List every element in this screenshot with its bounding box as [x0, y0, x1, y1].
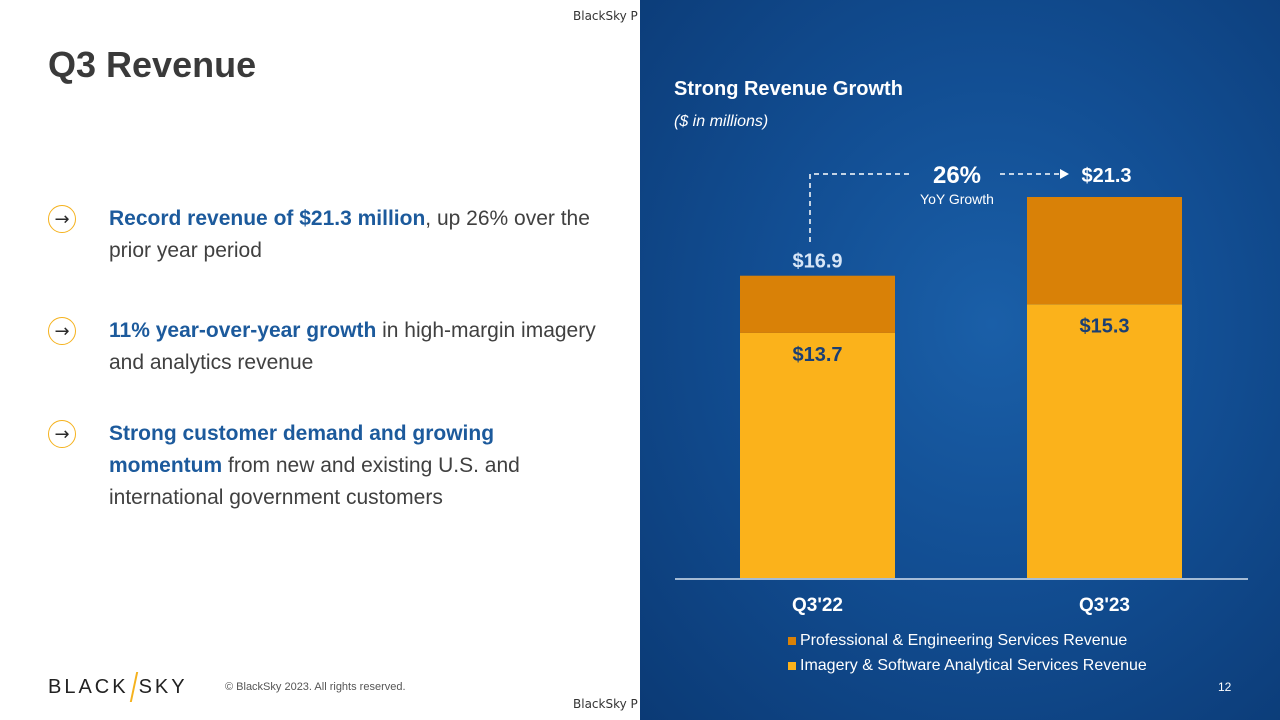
copyright: © BlackSky 2023. All rights reserved. — [225, 681, 406, 693]
arrow-right-icon: → — [48, 317, 76, 345]
watermark-top: BlackSky P — [573, 9, 638, 23]
legend-label-professional: Professional & Engineering Services Reve… — [800, 631, 1128, 649]
legend-swatch-imagery — [788, 661, 796, 670]
bullet-text: 11% year-over-year growth in high-margin… — [109, 315, 608, 379]
growth-connector-left — [809, 173, 912, 242]
bullet-highlight: 11% year-over-year growth — [109, 319, 377, 342]
legend-label-imagery: Imagery & Software Analytical Services R… — [800, 656, 1147, 674]
bullet-record-revenue: → Record revenue of $21.3 million, up 26… — [48, 203, 608, 267]
data-label-imagery-0: $13.7 — [792, 344, 842, 366]
growth-value: 26% — [933, 162, 981, 189]
bullet-text: Strong customer demand and growing momen… — [109, 418, 548, 514]
x-tick-label-1: Q3'23 — [1079, 595, 1130, 616]
page-title: Q3 Revenue — [48, 44, 257, 85]
bullet-highlight: Record revenue of $21.3 million — [109, 207, 426, 230]
page-number: 12 — [1218, 680, 1232, 694]
chart-legend: Professional & Engineering Services Reve… — [788, 628, 1147, 678]
chart-subtitle: ($ in millions) — [674, 113, 769, 130]
total-label-1: $21.3 — [1081, 165, 1131, 187]
legend-swatch-professional — [788, 636, 796, 645]
text-panel: BlackSky P Q3 Revenue → Record revenue o… — [48, 9, 638, 711]
bar-professional-0 — [740, 275, 895, 333]
logo-word-black: BLACK — [48, 675, 129, 698]
blacksky-logo: BLACK SKY — [48, 672, 188, 702]
arrow-right-icon: → — [48, 205, 76, 233]
total-label-0: $16.9 — [792, 251, 842, 273]
arrow-right-icon: → — [48, 420, 76, 448]
bar-imagery-0 — [740, 332, 895, 578]
watermark-bottom: BlackSky P — [573, 697, 638, 711]
bullet-body: in high-margin imagery and analytics rev… — [109, 319, 596, 374]
legend-item-imagery: Imagery & Software Analytical Services R… — [788, 653, 1147, 678]
bar-professional-1 — [1027, 197, 1182, 305]
bullet-body: , up 26% over the prior year period — [109, 207, 590, 262]
revenue-chart: $13.7 Q3'22 $15.3 Q3'23 $16.9 $21.3 26% YoY Gro… — [675, 162, 1248, 616]
bullet-customer-demand: → Strong customer demand and growing mom… — [48, 418, 548, 514]
growth-label: YoY Growth — [920, 191, 994, 207]
legend-item-professional: Professional & Engineering Services Reve… — [788, 628, 1147, 653]
growth-arrowhead — [1060, 169, 1069, 179]
logo-word-sky: SKY — [138, 675, 188, 698]
data-label-imagery-1: $15.3 — [1079, 315, 1129, 337]
bullet-text: Record revenue of $21.3 million, up 26% … — [109, 203, 608, 267]
chart-title: Strong Revenue Growth — [674, 78, 903, 100]
bar-imagery-1 — [1027, 304, 1182, 578]
bullet-yoy-growth: → 11% year-over-year growth in high-marg… — [48, 315, 608, 379]
x-tick-label-0: Q3'22 — [792, 595, 843, 616]
logo-separator — [129, 672, 138, 702]
bullet-body: from new and existing U.S. and internati… — [109, 454, 520, 509]
chart-panel: Strong Revenue Growth ($ in millions) $1… — [640, 0, 1280, 720]
bullet-highlight: Strong customer demand and growing momen… — [109, 422, 495, 477]
